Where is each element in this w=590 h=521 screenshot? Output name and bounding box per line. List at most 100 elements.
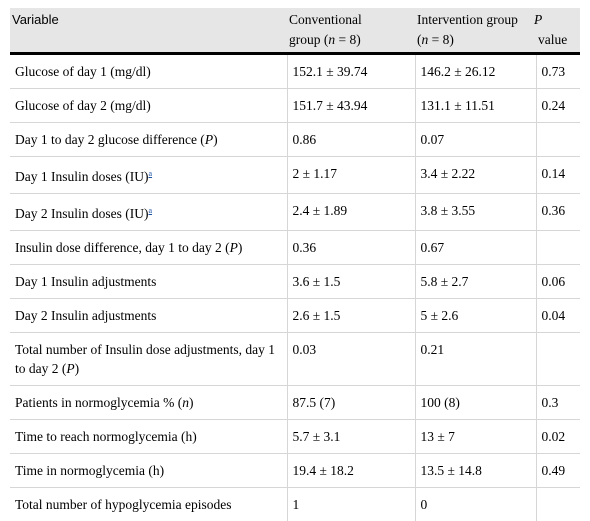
header-conventional: Conventional group (n = 8) — [287, 8, 415, 54]
cell-intervention: 5 ± 2.6 — [415, 299, 536, 333]
header-intervention-line2-post: = 8) — [428, 32, 454, 47]
variable-italic-symbol: n — [182, 395, 189, 410]
cell-intervention: 100 (8) — [415, 386, 536, 420]
variable-text: Total number of hypoglycemia episodes — [15, 497, 232, 512]
table-header-row: Variable Conventional group (n = 8) Inte… — [10, 8, 580, 54]
cell-p-value: 0.02 — [536, 420, 580, 454]
variable-text: Day 2 Insulin adjustments — [15, 308, 156, 323]
results-table: Variable Conventional group (n = 8) Inte… — [10, 8, 580, 521]
cell-variable: Time to reach normoglycemia (h) — [10, 420, 287, 454]
variable-text-end: ) — [75, 361, 80, 376]
cell-variable: Total number of Insulin dose adjustments… — [10, 333, 287, 386]
cell-intervention: 13 ± 7 — [415, 420, 536, 454]
cell-p-value: 0.06 — [536, 265, 580, 299]
cell-conventional: 5.7 ± 3.1 — [287, 420, 415, 454]
cell-conventional: 19.4 ± 18.2 — [287, 454, 415, 488]
cell-conventional: 152.1 ± 39.74 — [287, 54, 415, 89]
cell-p-value — [536, 333, 580, 386]
cell-conventional: 0.36 — [287, 231, 415, 265]
variable-text: Glucose of day 1 (mg/dl) — [15, 64, 151, 79]
table-row: Time to reach normoglycemia (h) 5.7 ± 3.1… — [10, 420, 580, 454]
variable-text-end: ) — [238, 240, 243, 255]
cell-variable: Patients in normoglycemia % (n) — [10, 386, 287, 420]
variable-text: Total number of Insulin dose adjustments… — [15, 342, 275, 376]
cell-conventional: 2.4 ± 1.89 — [287, 194, 415, 231]
table-row: Day 1 to day 2 glucose difference (P)0.8… — [10, 123, 580, 157]
variable-text: Day 1 Insulin doses (IU) — [15, 169, 148, 184]
table-row: Patients in normoglycemia % (n)87.5 (7)1… — [10, 386, 580, 420]
variable-text: Time to reach normoglycemia (h) — [15, 429, 197, 444]
cell-conventional: 3.6 ± 1.5 — [287, 265, 415, 299]
header-conventional-line2-pre: group ( — [289, 32, 328, 47]
cell-intervention: 131.1 ± 11.51 — [415, 89, 536, 123]
header-p-label: P — [534, 10, 542, 30]
cell-conventional: 0.03 — [287, 333, 415, 386]
cell-intervention: 0.67 — [415, 231, 536, 265]
cell-p-value: 0.3 — [536, 386, 580, 420]
variable-text: Glucose of day 2 (mg/dl) — [15, 98, 151, 113]
table-row: Total number of Insulin dose adjustments… — [10, 333, 580, 386]
table-row: Insulin dose difference, day 1 to day 2 … — [10, 231, 580, 265]
variable-text: Day 2 Insulin doses (IU) — [15, 206, 148, 221]
cell-intervention: 146.2 ± 26.12 — [415, 54, 536, 89]
variable-text-end: ) — [213, 132, 218, 147]
cell-conventional: 0.86 — [287, 123, 415, 157]
variable-text: Day 1 Insulin adjustments — [15, 274, 156, 289]
cell-intervention: 0.07 — [415, 123, 536, 157]
cell-variable: Day 2 Insulin adjustments — [10, 299, 287, 333]
cell-p-value: 0.14 — [536, 157, 580, 194]
cell-p-value — [536, 123, 580, 157]
header-p-value: P value — [536, 8, 580, 54]
header-p-value-label: value — [538, 32, 567, 47]
cell-p-value: 0.24 — [536, 89, 580, 123]
cell-intervention: 3.4 ± 2.22 — [415, 157, 536, 194]
variable-italic-symbol: P — [205, 132, 213, 147]
header-conventional-line2-post: = 8) — [335, 32, 361, 47]
cell-variable: Glucose of day 2 (mg/dl) — [10, 89, 287, 123]
variable-text: Day 1 to day 2 glucose difference ( — [15, 132, 205, 147]
cell-p-value — [536, 488, 580, 521]
cell-variable: Day 2 Insulin doses (IU)a — [10, 194, 287, 231]
cell-conventional: 151.7 ± 43.94 — [287, 89, 415, 123]
cell-intervention: 3.8 ± 3.55 — [415, 194, 536, 231]
cell-intervention: 13.5 ± 14.8 — [415, 454, 536, 488]
footnote-link[interactable]: a — [148, 206, 152, 215]
footnote-link[interactable]: a — [148, 169, 152, 178]
variable-text: Patients in normoglycemia % ( — [15, 395, 182, 410]
variable-text: Time in normoglycemia (h) — [15, 463, 164, 478]
header-intervention-line1: Intervention group — [417, 12, 518, 27]
cell-variable: Total number of hypoglycemia episodes — [10, 488, 287, 521]
header-intervention: Intervention group (n = 8) — [415, 8, 536, 54]
variable-text: Insulin dose difference, day 1 to day 2 … — [15, 240, 230, 255]
cell-variable: Day 1 to day 2 glucose difference (P) — [10, 123, 287, 157]
variable-italic-symbol: P — [230, 240, 238, 255]
cell-variable: Day 1 Insulin doses (IU)a — [10, 157, 287, 194]
cell-conventional: 87.5 (7) — [287, 386, 415, 420]
cell-variable: Time in normoglycemia (h) — [10, 454, 287, 488]
cell-variable: Insulin dose difference, day 1 to day 2 … — [10, 231, 287, 265]
cell-p-value — [536, 231, 580, 265]
cell-intervention: 0 — [415, 488, 536, 521]
header-conventional-line1: Conventional — [289, 12, 362, 27]
cell-intervention: 0.21 — [415, 333, 536, 386]
cell-variable: Glucose of day 1 (mg/dl) — [10, 54, 287, 89]
header-variable-label: Variable — [12, 12, 59, 27]
cell-p-value: 0.49 — [536, 454, 580, 488]
variable-italic-symbol: P — [66, 361, 74, 376]
cell-intervention: 5.8 ± 2.7 — [415, 265, 536, 299]
variable-text-end: ) — [189, 395, 194, 410]
cell-p-value: 0.73 — [536, 54, 580, 89]
cell-p-value: 0.36 — [536, 194, 580, 231]
cell-p-value: 0.04 — [536, 299, 580, 333]
cell-conventional: 2.6 ± 1.5 — [287, 299, 415, 333]
cell-variable: Day 1 Insulin adjustments — [10, 265, 287, 299]
